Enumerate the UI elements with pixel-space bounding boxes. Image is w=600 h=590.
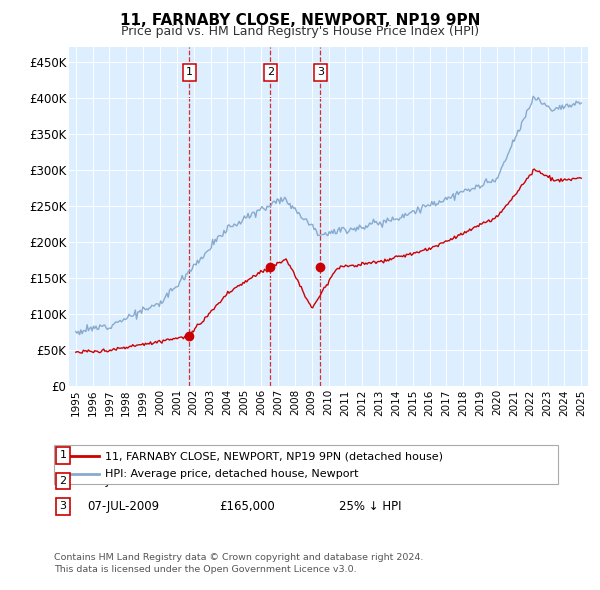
Text: 2: 2 xyxy=(59,476,67,486)
Text: 07-JUL-2009: 07-JUL-2009 xyxy=(87,500,159,513)
Text: 2: 2 xyxy=(266,67,274,77)
Text: Contains HM Land Registry data © Crown copyright and database right 2024.: Contains HM Land Registry data © Crown c… xyxy=(54,553,424,562)
Text: This data is licensed under the Open Government Licence v3.0.: This data is licensed under the Open Gov… xyxy=(54,565,356,574)
Text: 17-JUL-2006: 17-JUL-2006 xyxy=(87,474,159,487)
Text: 11, FARNABY CLOSE, NEWPORT, NP19 9PN (detached house): 11, FARNABY CLOSE, NEWPORT, NP19 9PN (de… xyxy=(105,451,443,461)
Text: Price paid vs. HM Land Registry's House Price Index (HPI): Price paid vs. HM Land Registry's House … xyxy=(121,25,479,38)
Text: 3: 3 xyxy=(59,502,67,511)
Text: 25% ↓ HPI: 25% ↓ HPI xyxy=(339,500,401,513)
Text: 1: 1 xyxy=(59,451,67,460)
Text: 11, FARNABY CLOSE, NEWPORT, NP19 9PN: 11, FARNABY CLOSE, NEWPORT, NP19 9PN xyxy=(120,13,480,28)
Text: £164,950: £164,950 xyxy=(219,474,275,487)
Text: 43% ↓ HPI: 43% ↓ HPI xyxy=(339,449,401,462)
Text: £165,000: £165,000 xyxy=(219,500,275,513)
Text: 31% ↓ HPI: 31% ↓ HPI xyxy=(339,474,401,487)
Text: £69,950: £69,950 xyxy=(219,449,268,462)
Text: 1: 1 xyxy=(186,67,193,77)
Text: 3: 3 xyxy=(317,67,324,77)
Text: HPI: Average price, detached house, Newport: HPI: Average price, detached house, Newp… xyxy=(105,469,359,478)
Text: 28-SEP-2001: 28-SEP-2001 xyxy=(87,449,162,462)
